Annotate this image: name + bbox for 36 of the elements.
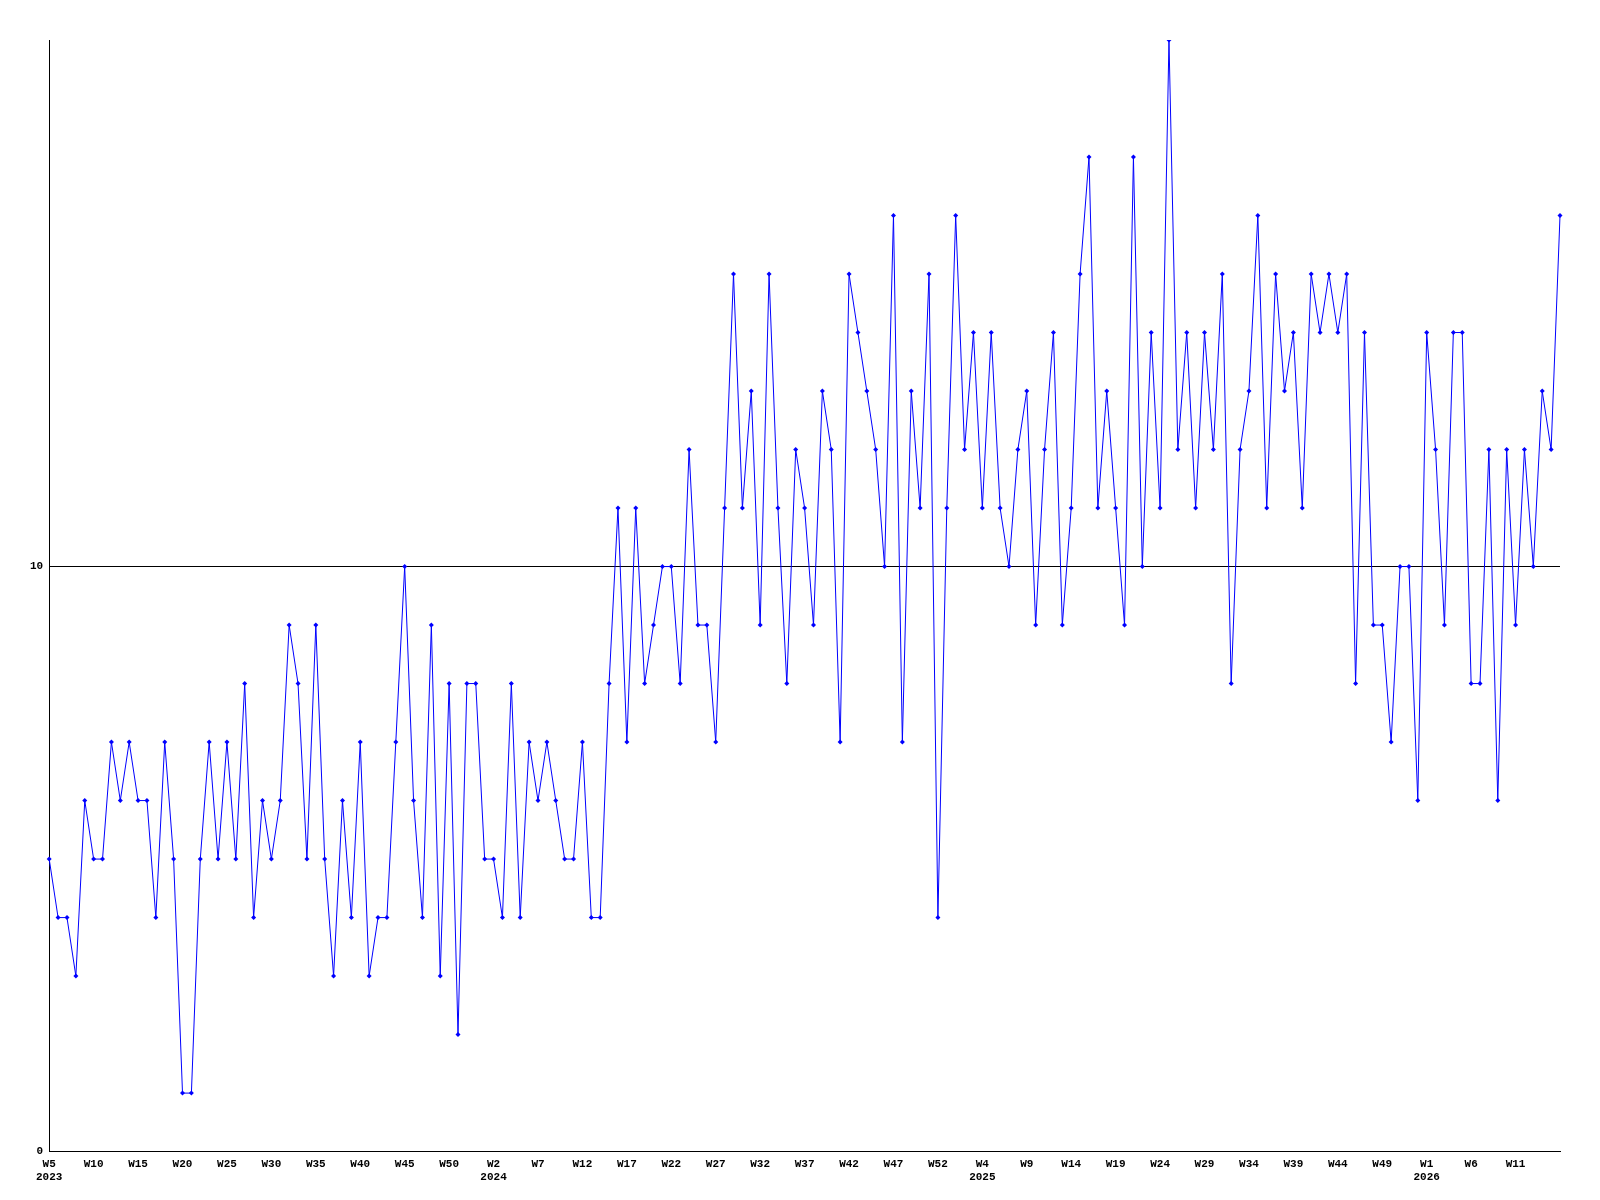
x-tick-label: W4 2025 [969, 1157, 996, 1184]
x-tick-label: W5 2023 [36, 1157, 63, 1184]
x-tick-label: W37 [794, 1157, 815, 1170]
x-tick-label: W1 2026 [1413, 1157, 1440, 1184]
x-tick-label: W15 [128, 1157, 149, 1170]
y-tick-label: 10 [30, 560, 44, 573]
x-tick-label: W12 [572, 1157, 593, 1170]
x-tick-label: W35 [305, 1157, 327, 1170]
x-tick-label: W22 [661, 1157, 682, 1170]
x-tick-label: W7 [531, 1157, 545, 1170]
x-tick-label: W44 [1327, 1157, 1349, 1170]
x-tick-label: W49 [1372, 1157, 1393, 1170]
x-tick-label: W19 [1105, 1157, 1126, 1170]
x-tick-label: W2 2024 [480, 1157, 508, 1184]
y-tick-label: 0 [36, 1145, 44, 1158]
x-tick-label: W24 [1150, 1157, 1171, 1170]
x-tick-label: W30 [261, 1157, 282, 1170]
x-tick-label: W14 [1061, 1157, 1082, 1170]
x-tick-label: W52 [928, 1157, 948, 1170]
x-tick-label: W20 [172, 1157, 193, 1170]
x-tick-label: W40 [350, 1157, 371, 1170]
x-tick-label: W45 [394, 1157, 415, 1170]
x-tick-label: W9 [1020, 1157, 1034, 1170]
x-tick-label: W6 [1464, 1157, 1478, 1170]
x-tick-label: W39 [1283, 1157, 1304, 1170]
x-tick-label: W11 [1505, 1157, 1526, 1170]
x-tick-label: W27 [705, 1157, 726, 1170]
x-tick-label: W10 [83, 1157, 104, 1170]
x-tick-label: W29 [1194, 1157, 1215, 1170]
x-tick-label: W32 [750, 1157, 771, 1170]
x-tick-label: W50 [439, 1157, 460, 1170]
x-tick-label: W25 [217, 1157, 238, 1170]
x-tick-label: W47 [883, 1157, 904, 1170]
x-tick-label: W17 [616, 1157, 637, 1170]
x-tick-label: W34 [1239, 1157, 1260, 1170]
x-tick-label: W42 [839, 1157, 859, 1170]
